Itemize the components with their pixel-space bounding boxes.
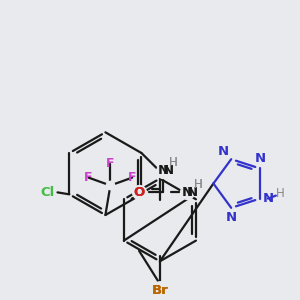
Text: N: N (163, 164, 174, 177)
Text: N: N (187, 186, 198, 199)
Text: N: N (218, 145, 229, 158)
Text: H: H (275, 187, 284, 200)
Text: N: N (254, 152, 266, 165)
Text: Cl: Cl (40, 186, 55, 199)
Text: H: H (169, 156, 178, 169)
Text: H: H (194, 178, 202, 191)
Text: F: F (106, 157, 115, 170)
Text: N: N (226, 211, 237, 224)
Text: N: N (158, 164, 169, 177)
Text: H: H (169, 156, 178, 169)
Text: F: F (128, 171, 136, 184)
Text: N: N (262, 192, 274, 205)
Text: H: H (194, 178, 202, 191)
Text: Br: Br (152, 284, 168, 297)
Text: N: N (182, 186, 193, 199)
Text: O: O (134, 186, 145, 199)
Text: F: F (84, 171, 93, 184)
Text: Br: Br (152, 284, 168, 297)
Text: O: O (134, 186, 145, 199)
